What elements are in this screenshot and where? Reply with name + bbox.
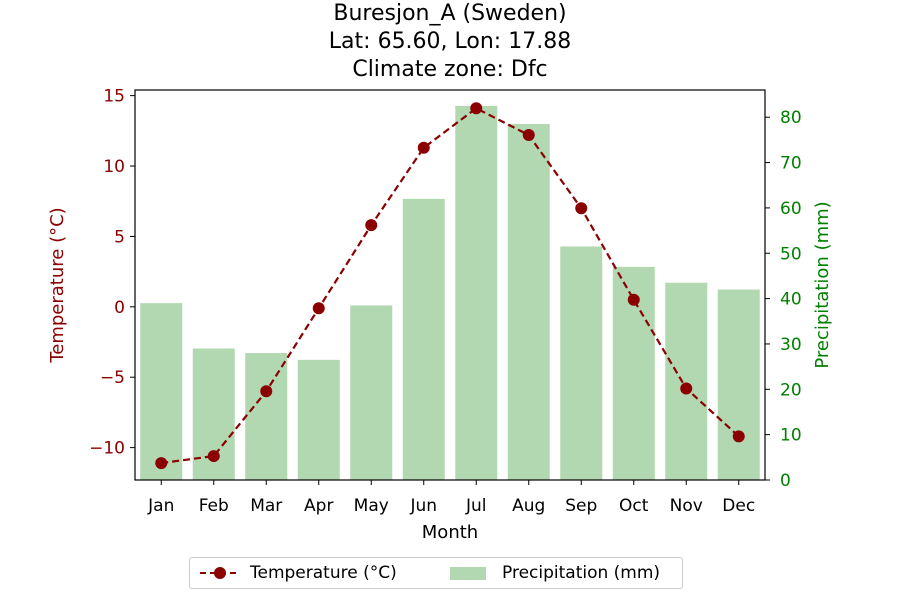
left-tick-label: −10 [89, 439, 125, 459]
legend-temperature-swatch [200, 567, 240, 579]
precipitation-bars [140, 105, 760, 480]
right-tick-label: 20 [780, 380, 802, 400]
right-tick-label: 10 [780, 426, 802, 446]
x-tick-label-jul: Jul [465, 496, 487, 516]
x-tick-label-may: May [354, 496, 389, 516]
x-tick-label-dec: Dec [722, 496, 755, 516]
x-tick-label-sep: Sep [565, 496, 597, 516]
temp-point-feb [207, 450, 220, 463]
temperature-line [161, 107, 740, 465]
temp-point-dec [732, 430, 745, 443]
left-tick-label: 10 [103, 157, 125, 177]
precip-bar-sep [560, 246, 603, 480]
temp-point-aug [522, 129, 535, 142]
x-axis-label: Month [422, 522, 478, 543]
precip-bar-dec [717, 289, 760, 480]
temp-point-nov [680, 382, 693, 395]
chart-legend: Temperature (°C) Precipitation (mm) [189, 557, 683, 589]
temp-point-may [365, 219, 378, 232]
left-axis-ticks: −10 −5 0 5 10 15 [89, 87, 135, 459]
left-tick-label: 15 [103, 87, 125, 107]
chart-title-line-2: Lat: 65.60, Lon: 17.88 [328, 29, 572, 54]
temp-point-jan [155, 457, 168, 470]
x-axis-ticks: Jan Feb Mar Apr May Jun Jul Aug Sep Oct Nov Dec [147, 480, 755, 516]
precip-bar-may [350, 305, 393, 480]
right-tick-label: 30 [780, 335, 802, 355]
right-axis-label: Precipitation (mm) [812, 201, 833, 368]
temperature-line-series [155, 102, 745, 470]
temp-point-jul [470, 102, 483, 115]
plot-frame [134, 89, 766, 481]
temp-point-oct [627, 293, 640, 306]
temp-point-jun [417, 141, 430, 154]
right-tick-label: 50 [780, 244, 802, 264]
x-tick-label-jan: Jan [147, 496, 174, 516]
legend-precipitation-swatch [450, 567, 486, 580]
left-tick-label: −5 [100, 368, 125, 388]
temp-point-mar [260, 385, 273, 398]
x-tick-label-oct: Oct [619, 496, 649, 516]
temp-point-apr [312, 302, 325, 315]
x-tick-label-jun: Jun [409, 496, 437, 516]
precip-bar-jul [455, 105, 498, 480]
left-tick-label: 5 [114, 227, 125, 247]
temp-point-sep [575, 202, 588, 215]
left-tick-label: 0 [114, 298, 125, 318]
right-tick-label: 40 [780, 290, 802, 310]
precip-bar-nov [665, 282, 708, 480]
right-tick-label: 80 [780, 108, 802, 128]
precip-bar-mar [245, 353, 288, 480]
right-tick-label: 0 [780, 471, 791, 491]
right-tick-label: 60 [780, 199, 802, 219]
x-tick-label-apr: Apr [304, 496, 333, 516]
x-tick-label-nov: Nov [670, 496, 703, 516]
precip-bar-jun [402, 198, 445, 480]
chart-title-line-3: Climate zone: Dfc [352, 57, 548, 82]
precip-bar-jan [140, 303, 183, 480]
x-tick-label-mar: Mar [250, 496, 282, 516]
legend-precipitation-label: Precipitation (mm) [502, 563, 661, 583]
precip-bar-aug [507, 124, 550, 480]
right-tick-label: 70 [780, 154, 802, 174]
x-tick-label-aug: Aug [512, 496, 545, 516]
left-axis-label: Temperature (°C) [47, 207, 68, 363]
chart-title-line-1: Buresjon_A (Sweden) [333, 1, 567, 26]
legend-temperature-label: Temperature (°C) [250, 563, 397, 583]
x-tick-label-feb: Feb [199, 496, 229, 516]
right-axis-ticks: 0 10 20 30 40 50 60 70 80 [765, 108, 802, 491]
precip-bar-apr [297, 359, 340, 480]
